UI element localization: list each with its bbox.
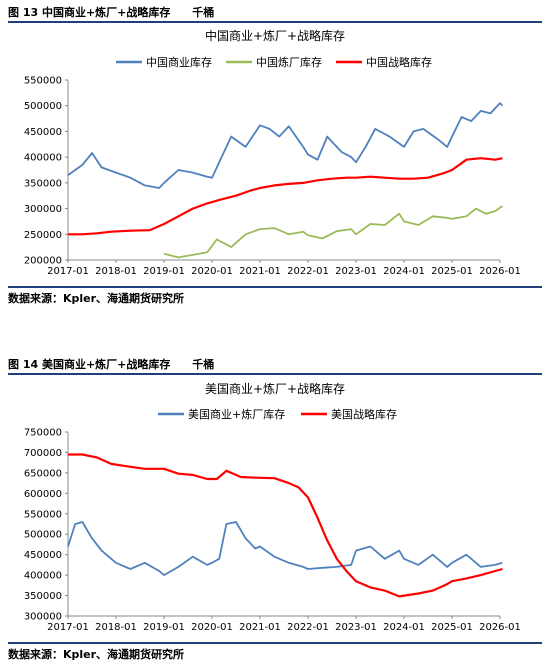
legend-label-2: 中国战略库存	[366, 55, 432, 69]
series-line-0	[67, 102, 504, 189]
x-tick-label: 2018-01	[95, 266, 137, 277]
figure-13-label: 图 13 中国商业+炼厂+战略库存	[8, 6, 171, 19]
x-tick-label: 2021-01	[239, 266, 281, 277]
chart-title: 中国商业+炼厂+战略库存	[205, 28, 345, 43]
x-tick-label: 2021-01	[239, 622, 281, 633]
legend-label-0: 中国商业库存	[146, 55, 212, 69]
x-tick-label: 2020-01	[191, 266, 233, 277]
x-tick-label: 2017-01	[47, 266, 89, 277]
figure-13-unit: 千桶	[192, 6, 215, 19]
y-tick-label: 450000	[24, 127, 62, 138]
y-tick-label: 250000	[24, 230, 62, 241]
y-tick-label: 400000	[24, 153, 62, 164]
y-tick-label: 300000	[24, 204, 62, 215]
x-tick-label: 2022-01	[287, 266, 329, 277]
series-line-2	[68, 157, 503, 236]
legend-label-0: 美国商业+炼厂库存	[188, 407, 285, 421]
figure-14-header: 图 14 美国商业+炼厂+战略库存 千桶	[8, 355, 542, 375]
y-tick-label: 500000	[24, 101, 62, 112]
legend-label-1: 中国炼厂库存	[256, 55, 322, 69]
y-tick-label: 650000	[24, 468, 62, 479]
chart-title: 美国商业+炼厂+战略库存	[205, 381, 345, 396]
figure-14-chart: 美国商业+炼厂+战略库存美国商业+炼厂库存 美国战略库存 300000 350000 4…	[8, 376, 542, 642]
y-tick-label: 300000	[24, 612, 62, 623]
x-tick-label: 2020-01	[191, 622, 233, 633]
figure-14-source: 数据来源：Kpler、海通期货研究所	[8, 648, 185, 661]
x-tick-label: 2018-01	[95, 622, 137, 633]
legend-label-1: 美国战略库存	[331, 407, 397, 421]
figure-14-label: 图 14 美国商业+炼厂+战略库存	[8, 358, 171, 371]
y-tick-label: 350000	[24, 178, 62, 189]
x-tick-label: 2023-01	[335, 266, 377, 277]
y-tick-label: 400000	[24, 571, 62, 582]
x-tick-label: 2023-01	[335, 622, 377, 633]
x-tick-label: 2024-01	[383, 622, 425, 633]
y-tick-label: 200000	[24, 256, 62, 267]
x-tick-label: 2026-01	[479, 622, 521, 633]
x-tick-label: 2019-01	[143, 266, 185, 277]
y-tick-label: 500000	[24, 530, 62, 541]
figure-13-footer: 数据来源：Kpler、海通期货研究所	[8, 286, 542, 308]
figure-14-unit: 千桶	[192, 358, 215, 371]
y-tick-label: 550000	[24, 509, 62, 520]
y-tick-label: 600000	[24, 489, 62, 500]
y-tick-label: 450000	[24, 550, 62, 561]
series-line-1	[68, 453, 503, 598]
y-tick-label: 350000	[24, 591, 62, 602]
figure-14-footer: 数据来源：Kpler、海通期货研究所	[8, 642, 542, 664]
series-line-0	[67, 521, 503, 577]
figure-13-header: 图 13 中国商业+炼厂+战略库存 千桶	[8, 3, 542, 23]
x-tick-label: 2019-01	[143, 622, 185, 633]
x-tick-label: 2026-01	[479, 266, 521, 277]
x-tick-label: 2017-01	[47, 622, 89, 633]
y-tick-label: 550000	[24, 76, 62, 87]
figure-13-chart: 中国商业+炼厂+战略库存中国商业库存 中国炼厂库存 中国战略库存 200000 2500…	[8, 24, 542, 286]
series-line-1	[163, 205, 503, 259]
x-tick-label: 2025-01	[431, 622, 473, 633]
y-tick-label: 750000	[24, 428, 62, 439]
x-tick-label: 2024-01	[383, 266, 425, 277]
y-tick-label: 700000	[24, 448, 62, 459]
x-tick-label: 2022-01	[287, 622, 329, 633]
x-tick-label: 2025-01	[431, 266, 473, 277]
figure-13-source: 数据来源：Kpler、海通期货研究所	[8, 292, 185, 305]
